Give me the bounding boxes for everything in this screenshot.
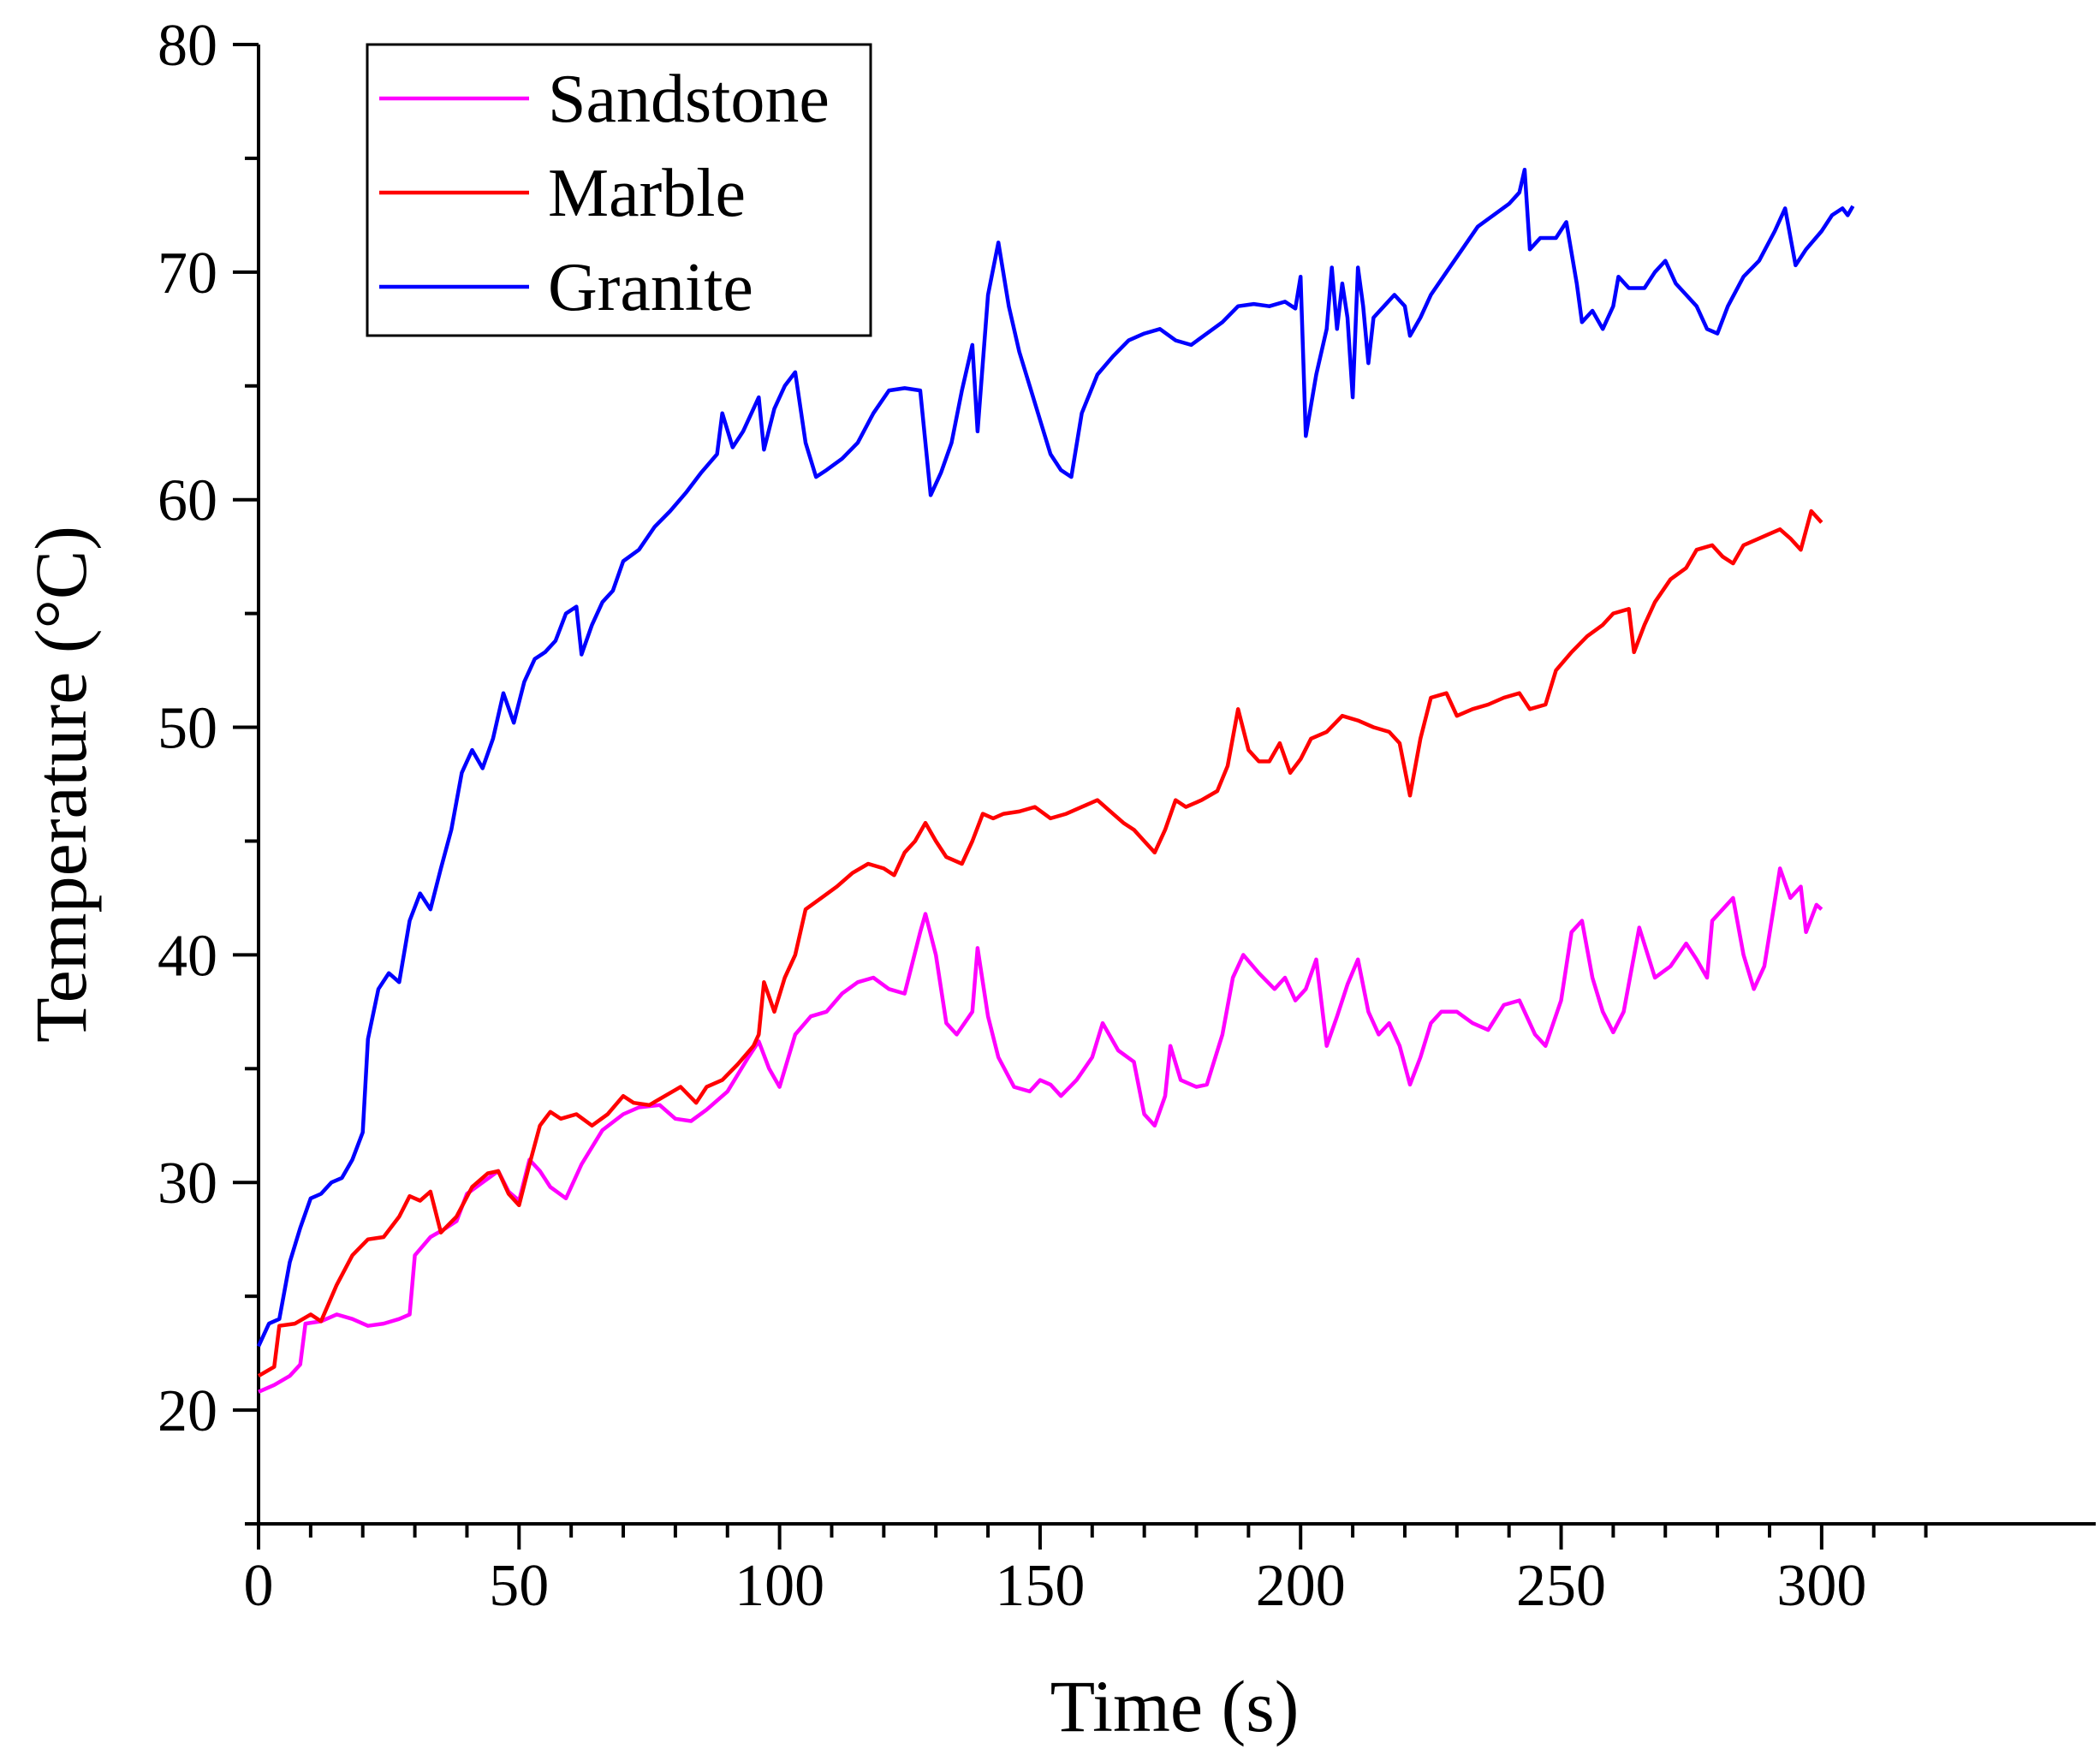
x-ticks: 0 50 100 150 200 250 300 bbox=[244, 1524, 1928, 1619]
legend: Sandstone Marble Granite bbox=[366, 43, 872, 337]
series-lines bbox=[256, 167, 1855, 1394]
x-tick-label: 200 bbox=[1256, 1553, 1346, 1619]
series-line-marble bbox=[257, 509, 1823, 1378]
legend-label-marble: Marble bbox=[548, 156, 746, 231]
y-tick-label: 20 bbox=[158, 1378, 217, 1444]
x-tick-label: 100 bbox=[735, 1553, 824, 1619]
series-line-sandstone bbox=[258, 866, 1823, 1394]
series-line-granite bbox=[256, 167, 1855, 1347]
x-axis-label: Time (s) bbox=[1050, 1665, 1300, 1747]
y-axis-label: Temperature (°C) bbox=[20, 526, 102, 1043]
y-tick-label: 60 bbox=[158, 468, 217, 534]
y-tick-label: 30 bbox=[158, 1151, 217, 1217]
legend-label-sandstone: Sandstone bbox=[548, 62, 830, 137]
x-tick-label: 0 bbox=[244, 1553, 274, 1619]
y-tick-label: 40 bbox=[158, 923, 217, 989]
x-tick-label: 150 bbox=[995, 1553, 1085, 1619]
plot-area: 0 50 100 150 200 250 300 20 30 40 50 60 70 80 bbox=[158, 13, 2096, 1619]
y-tick-label: 70 bbox=[158, 241, 217, 306]
y-tick-label: 80 bbox=[158, 13, 217, 79]
legend-items: Sandstone Marble Granite bbox=[379, 62, 830, 325]
y-tick-label: 50 bbox=[158, 696, 217, 762]
x-tick-label: 250 bbox=[1516, 1553, 1606, 1619]
x-tick-label: 300 bbox=[1776, 1553, 1866, 1619]
x-tick-label: 50 bbox=[489, 1553, 549, 1619]
legend-label-granite: Granite bbox=[548, 250, 753, 325]
y-ticks: 20 30 40 50 60 70 80 bbox=[158, 13, 259, 1526]
